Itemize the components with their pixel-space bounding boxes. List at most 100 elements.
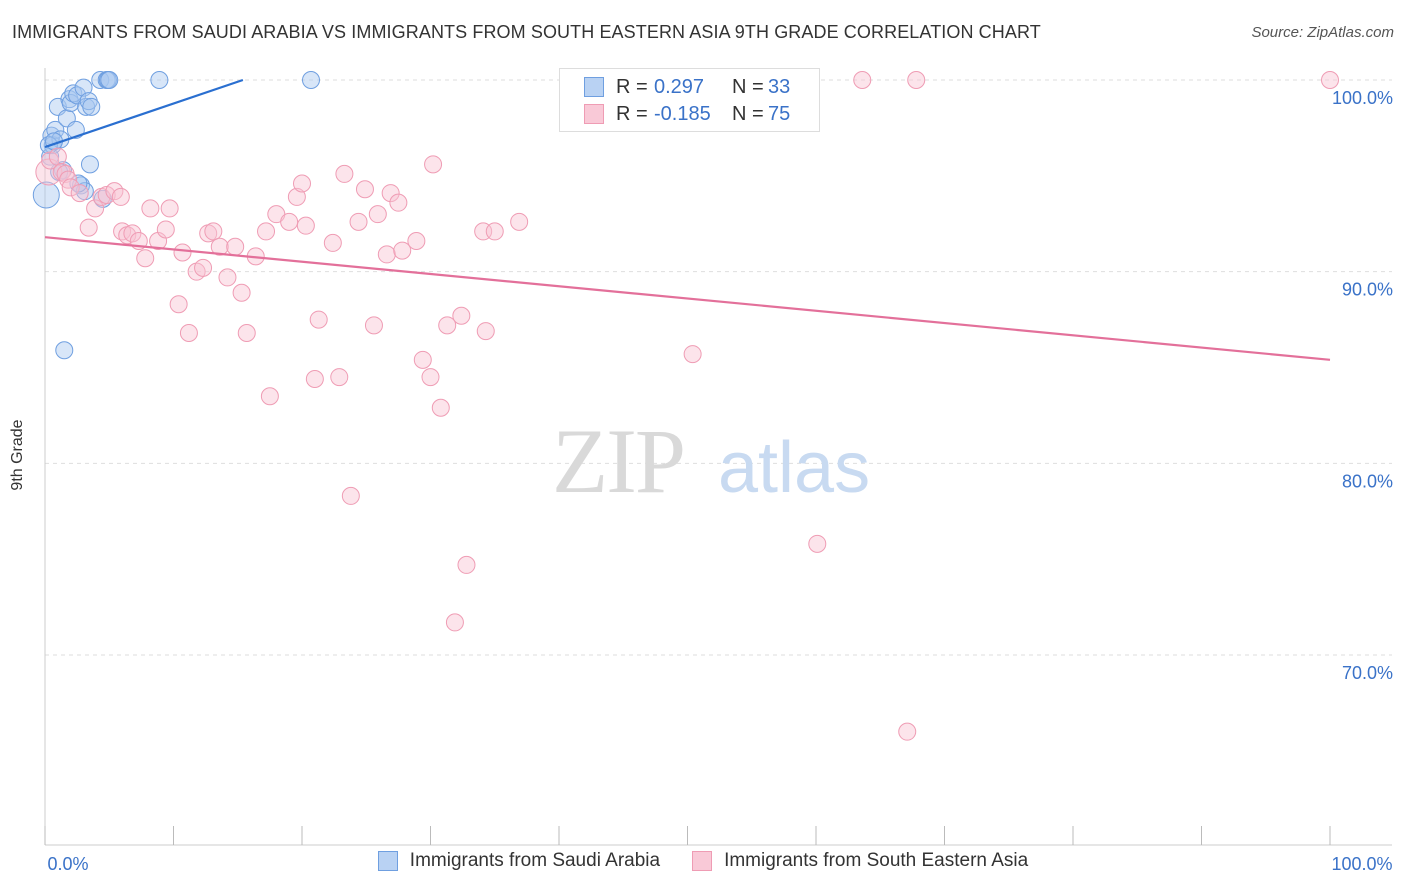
- sea-point: [86, 199, 105, 218]
- watermark: ZIP atlas: [552, 410, 870, 512]
- saudi-point: [46, 120, 65, 139]
- x-tick-label-left: 0.0%: [47, 854, 88, 874]
- n-value: 75: [768, 102, 791, 125]
- trend-lines: [44, 78, 1331, 361]
- sea-point: [683, 345, 702, 364]
- sea-point: [70, 184, 89, 203]
- sea-point: [218, 268, 237, 287]
- sea-point: [169, 295, 188, 314]
- watermark-zip: ZIP: [552, 410, 684, 512]
- r-value: 0.297: [654, 75, 705, 98]
- saudi-point: [80, 155, 99, 174]
- r-label: R =: [616, 102, 648, 125]
- sea-point: [445, 613, 464, 632]
- sea-point: [323, 233, 342, 252]
- sea-point: [179, 324, 198, 342]
- sea-point: [210, 237, 229, 256]
- sea-point: [280, 212, 299, 231]
- axis-tick-labels: 100.0% 90.0% 80.0% 70.0% 0.0% 100.0%: [47, 88, 1393, 874]
- sea-point: [381, 184, 400, 203]
- stats-legend-row-saudi: R = 0.297 N = 33: [584, 75, 790, 99]
- watermark-atlas: atlas: [718, 428, 870, 508]
- legend-item-saudi[interactable]: Immigrants from Saudi Arabia: [377, 850, 661, 872]
- sea-point: [485, 222, 504, 241]
- sea-point: [173, 243, 192, 262]
- saudi-trend-line: [44, 78, 244, 149]
- y-tick-label: 80.0%: [1342, 471, 1393, 491]
- saudi-point: [301, 71, 320, 89]
- data-points: [32, 71, 1339, 741]
- sea-point: [136, 249, 155, 268]
- series-legend: Immigrants from Saudi Arabia Immigrants …: [0, 850, 1406, 872]
- sea-point: [260, 387, 279, 406]
- sea-point: [438, 316, 457, 335]
- sea-point: [364, 316, 383, 335]
- sea-point: [853, 71, 872, 89]
- sea-point: [421, 368, 440, 387]
- n-value: 33: [768, 75, 791, 98]
- sea-swatch: [584, 104, 604, 124]
- stats-legend: R = 0.297 N = 33 R = -0.185 N = 75: [559, 68, 820, 132]
- saudi-point: [100, 71, 119, 89]
- sea-point: [355, 180, 374, 199]
- sea-point: [341, 486, 360, 505]
- y-tick-label: 70.0%: [1342, 663, 1393, 683]
- r-label: R =: [616, 75, 648, 98]
- sea-point: [305, 370, 324, 388]
- sea-point: [431, 398, 450, 417]
- sea-point: [330, 368, 349, 387]
- sea-point: [457, 555, 476, 574]
- legend-item-sea[interactable]: Immigrants from South Eastern Asia: [692, 850, 1028, 872]
- sea-point: [407, 232, 426, 250]
- sea-point: [393, 241, 412, 260]
- sea-point: [907, 71, 926, 89]
- saudi-point: [82, 97, 101, 116]
- sea-point: [452, 306, 471, 325]
- sea-point: [1321, 71, 1339, 89]
- sea-point: [160, 199, 179, 218]
- chart-title: IMMIGRANTS FROM SAUDI ARABIA VS IMMIGRAN…: [12, 22, 1041, 42]
- sea-trend-line: [44, 236, 1331, 361]
- sea-point: [111, 187, 130, 206]
- n-label: N =: [732, 75, 764, 98]
- sea-point: [141, 199, 160, 218]
- sea-point: [424, 155, 443, 174]
- sea-point: [123, 224, 142, 243]
- sea-point: [232, 283, 251, 302]
- sea-point: [48, 147, 67, 166]
- sea-point: [61, 178, 80, 197]
- sea-point: [377, 245, 396, 264]
- sea-point: [226, 237, 245, 256]
- sea-point: [413, 350, 432, 369]
- sea-point: [156, 220, 175, 239]
- saudi-swatch: [584, 77, 604, 97]
- sea-point: [35, 158, 63, 186]
- saudi-point: [55, 341, 74, 360]
- sea-point: [349, 212, 368, 231]
- n-label: N =: [732, 102, 764, 125]
- sea-point: [293, 174, 311, 193]
- saudi-point: [41, 147, 60, 166]
- sea-swatch: [692, 851, 713, 871]
- sea-point: [476, 322, 495, 341]
- sea-point: [79, 218, 98, 237]
- legend-label: Immigrants from Saudi Arabia: [409, 850, 661, 871]
- sea-point: [898, 722, 917, 741]
- sea-point: [296, 216, 315, 235]
- sea-point: [237, 324, 256, 342]
- y-tick-label: 90.0%: [1342, 280, 1393, 300]
- sea-point: [808, 534, 827, 553]
- r-value: -0.185: [654, 102, 711, 125]
- sea-point: [194, 258, 213, 277]
- legend-label: Immigrants from South Eastern Asia: [724, 850, 1029, 871]
- sea-point: [368, 205, 387, 224]
- axes: [44, 68, 1392, 846]
- sea-point: [204, 222, 223, 241]
- saudi-point: [32, 181, 60, 209]
- chart-source: Source: ZipAtlas.com: [1251, 24, 1394, 41]
- sea-point: [389, 193, 408, 212]
- grid-lines: [45, 79, 1392, 656]
- sea-point: [309, 310, 328, 329]
- saudi-point: [74, 78, 93, 97]
